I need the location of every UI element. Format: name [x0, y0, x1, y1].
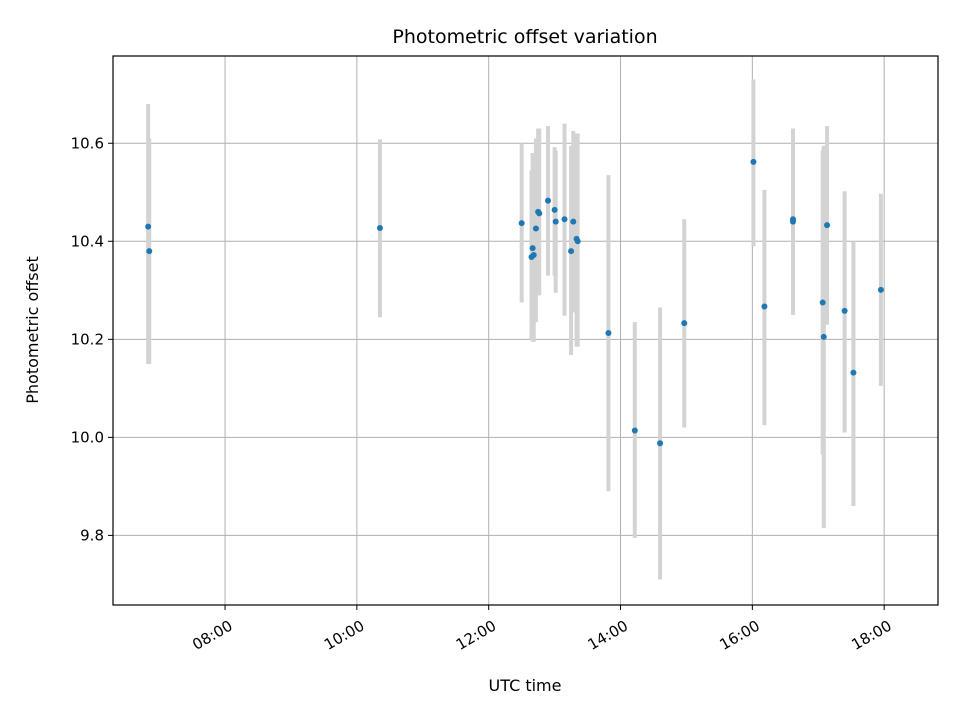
- data-point: [850, 369, 857, 376]
- data-point: [532, 225, 539, 232]
- data-point: [551, 206, 558, 213]
- data-point: [545, 197, 552, 204]
- data-point: [657, 440, 664, 447]
- y-tick-label: 10.0: [71, 428, 104, 446]
- data-point: [819, 299, 826, 306]
- x-axis-label: UTC time: [489, 676, 562, 695]
- data-point: [877, 286, 884, 293]
- plot-frame: [112, 55, 939, 606]
- grid: [113, 56, 938, 605]
- data-point: [761, 303, 768, 310]
- data-point: [146, 248, 153, 255]
- y-tick-label: 10.4: [71, 232, 104, 250]
- data-point: [574, 238, 581, 245]
- data-point: [145, 223, 152, 230]
- data-point: [841, 307, 848, 314]
- data-point: [605, 329, 612, 336]
- data-point: [376, 225, 383, 232]
- data-point: [529, 245, 536, 252]
- data-point: [824, 222, 831, 229]
- data-points: [145, 158, 884, 447]
- y-axis-label: Photometric offset: [23, 256, 42, 404]
- chart-title: Photometric offset variation: [392, 26, 657, 48]
- y-tick-label: 10.6: [71, 134, 104, 152]
- data-point: [530, 252, 537, 259]
- data-point: [552, 218, 559, 225]
- y-tick-label: 9.8: [80, 526, 104, 544]
- data-point: [518, 220, 525, 227]
- data-point: [789, 218, 796, 225]
- data-point: [568, 248, 575, 255]
- data-point: [820, 333, 827, 340]
- y-axis-ticks: 9.8 10.0 10.2 10.4 10.6: [71, 134, 113, 544]
- data-point: [631, 427, 638, 434]
- data-point: [561, 216, 568, 223]
- data-point: [750, 158, 757, 165]
- data-point: [536, 210, 543, 217]
- y-tick-label: 10.2: [71, 330, 104, 348]
- data-point: [570, 218, 577, 225]
- data-point: [681, 320, 688, 327]
